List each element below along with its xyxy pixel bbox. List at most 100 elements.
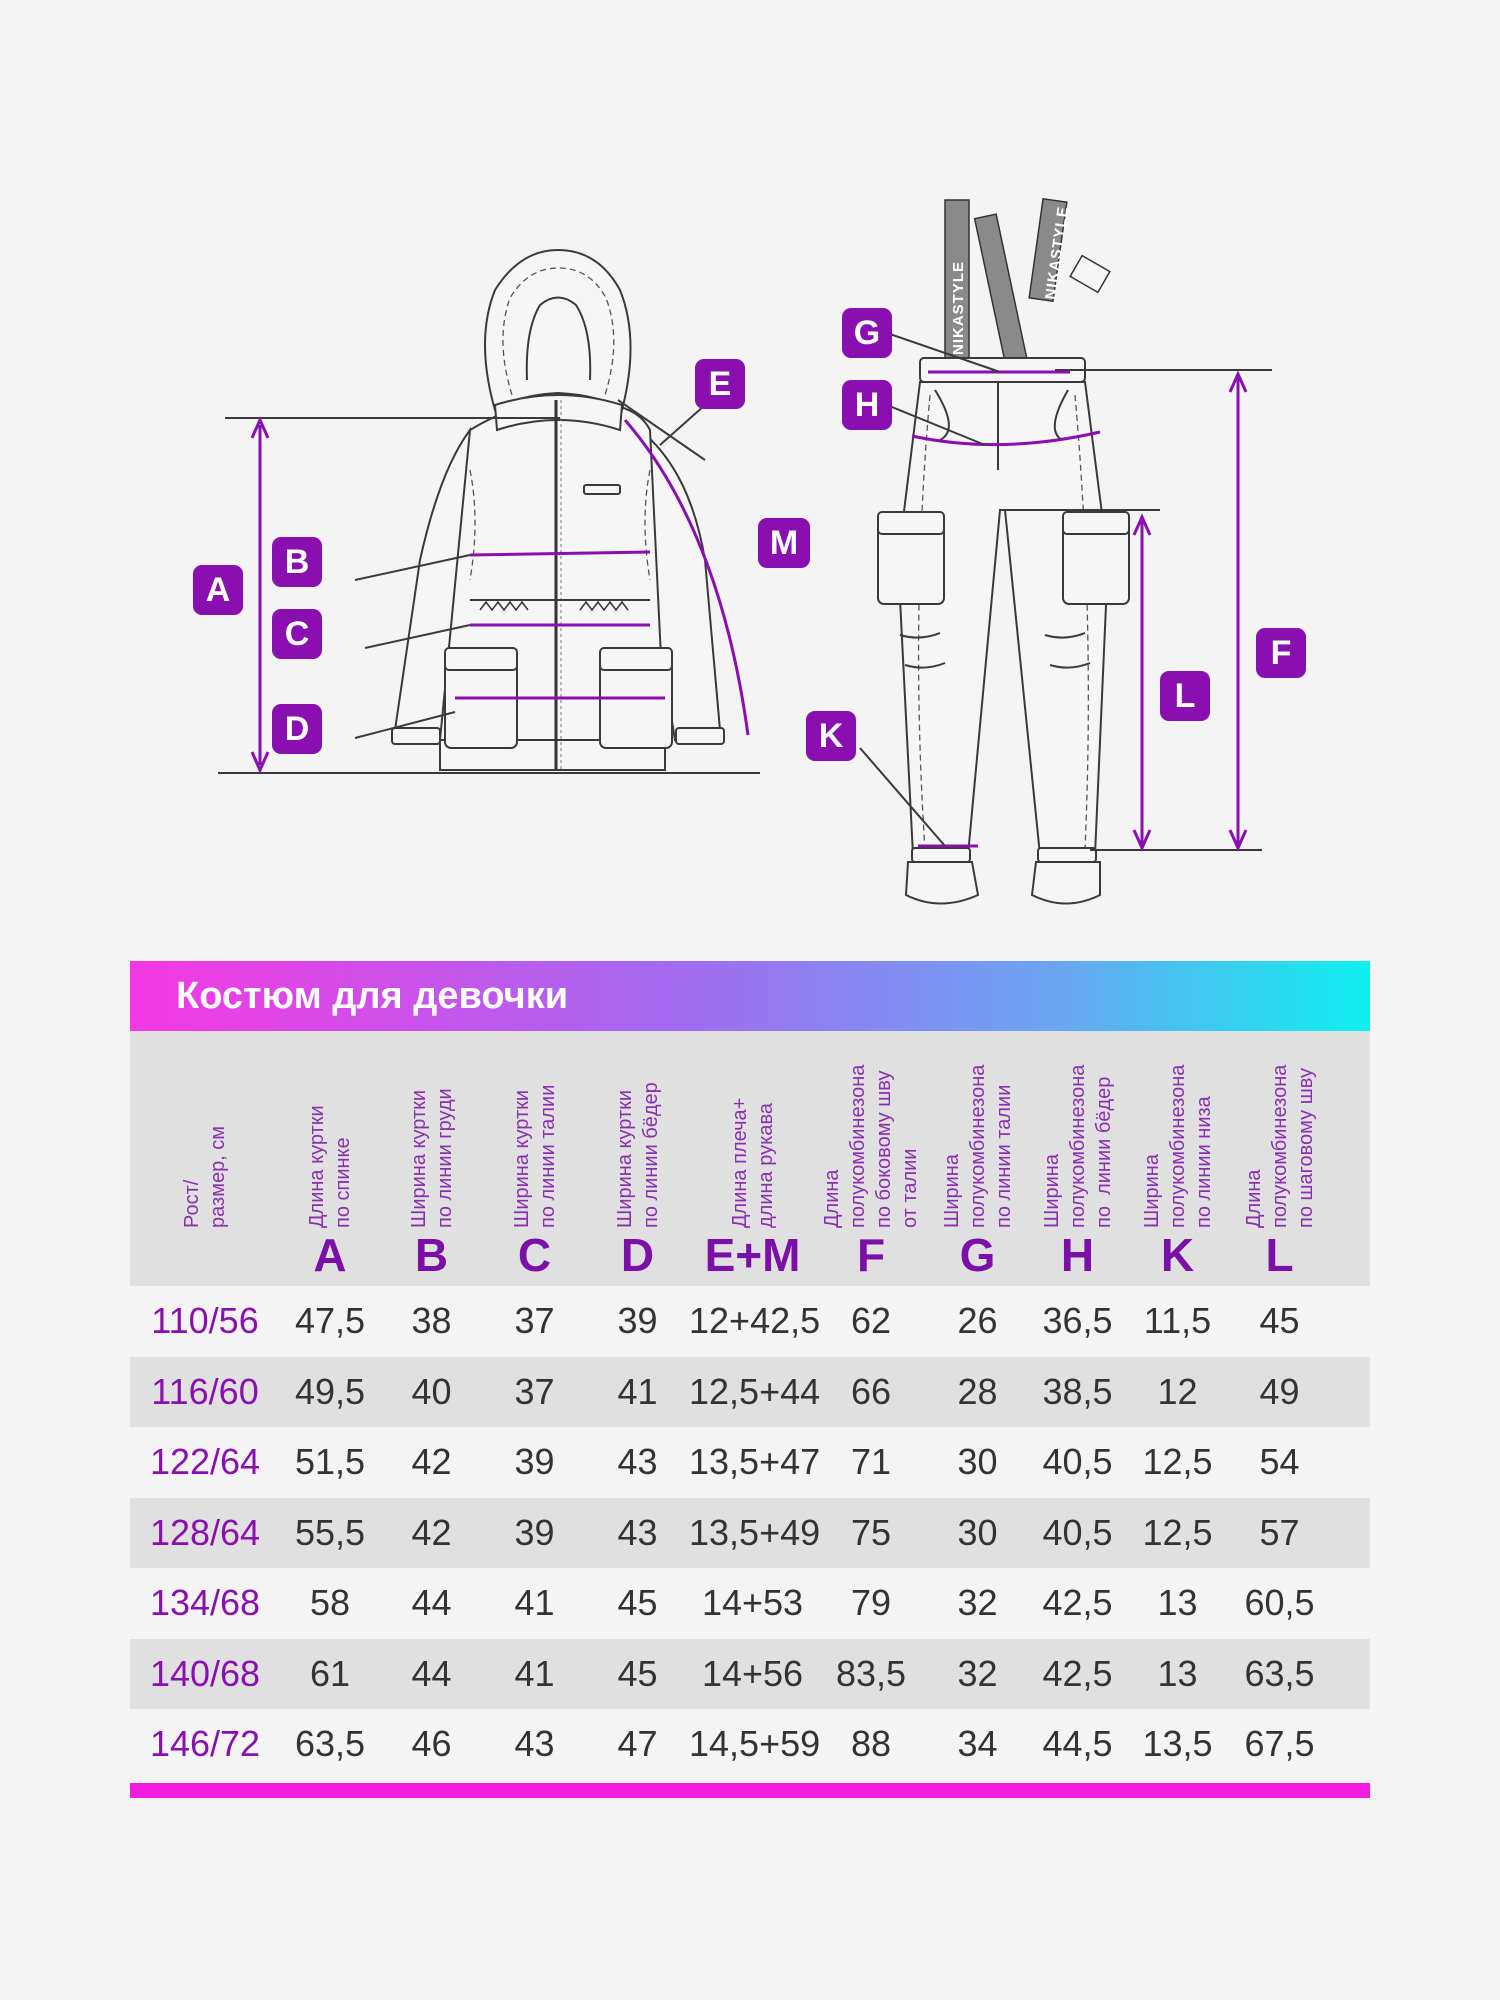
svg-text:H: H (855, 386, 880, 424)
header-desc-B: Ширина куртки по линии груди (407, 1088, 456, 1228)
value-cell-D: 43 (617, 1511, 658, 1553)
pants-illustration: NIKASTYLE NIKASTYLE (877, 197, 1130, 905)
svg-text:K: K (819, 717, 844, 755)
header-L: Длина полукомбинезона по шаговому шву L (1229, 1031, 1330, 1286)
value-cell-C: 39 (514, 1511, 555, 1553)
value-cell-L: 60,5 (1244, 1582, 1315, 1624)
value-cell-G: 26 (957, 1300, 998, 1342)
label-F: F (1256, 628, 1306, 678)
value-cell-EM: 13,5+47 (689, 1441, 821, 1483)
table-row: 110/56 47,5 38 37 39 12+42,5 62 26 36,5 11,5 45 (130, 1286, 1370, 1357)
svg-text:L: L (1175, 677, 1196, 715)
header-F: Длина полукомбинезона по боковому шву от… (816, 1031, 926, 1286)
value-cell-B: 46 (411, 1723, 452, 1765)
table-row: 128/64 55,5 42 39 43 13,5+49 75 30 40,5 12,5 57 (130, 1497, 1370, 1568)
value-cell-L: 45 (1259, 1300, 1300, 1342)
header-D: Ширина куртки по линии бёдер D (586, 1031, 689, 1286)
size-cell: 116/60 (151, 1370, 259, 1412)
value-cell-F: 79 (850, 1582, 892, 1624)
header-desc-C: Ширина куртки по линии талии (510, 1084, 559, 1228)
header-desc-G: Ширина полукомбинезона по линии талии (940, 1064, 1015, 1228)
header-desc-F: Длина полукомбинезона по боковому шву от… (821, 1064, 921, 1228)
jacket-illustration (391, 248, 725, 771)
label-M: M (758, 518, 810, 568)
table-row: 116/60 49,5 40 37 41 12,5+44 66 28 38,5 12 49 (130, 1356, 1370, 1427)
value-cell-EM: 12+42,5 (689, 1300, 821, 1342)
header-desc-A: Длина куртки по спинке (306, 1105, 354, 1228)
value-cell-A: 61 (309, 1652, 351, 1694)
value-cell-L: 63,5 (1244, 1652, 1315, 1694)
value-cell-B: 40 (411, 1370, 452, 1412)
header-letter-A: A (313, 1229, 347, 1281)
size-cell: 122/64 (149, 1441, 261, 1483)
header-EM: Длина плеча+ длина рукава E+M (689, 1031, 816, 1286)
size-cell: 128/64 (149, 1511, 261, 1553)
header-desc-K: Ширина полукомбинезона по линии низа (1140, 1064, 1215, 1228)
size-cell: 110/56 (151, 1300, 259, 1342)
value-cell-D: 41 (617, 1370, 658, 1412)
value-cell-D: 45 (617, 1582, 658, 1624)
header-K: Ширина полукомбинезона по линии низа K (1126, 1031, 1229, 1286)
header-C: Ширина куртки по линии талии C (483, 1031, 586, 1286)
header-desc-D: Ширина куртки по линии бёдер (613, 1082, 662, 1228)
value-cell-K: 13,5 (1142, 1723, 1213, 1765)
value-cell-C: 39 (514, 1441, 555, 1483)
table-bottom-bar (130, 1782, 1370, 1798)
header-letter-EM: E+M (704, 1229, 801, 1281)
table-title: Костюм для девочки (176, 974, 569, 1017)
value-cell-C: 43 (514, 1723, 555, 1765)
value-cell-L: 49 (1259, 1370, 1300, 1412)
value-cell-F: 62 (850, 1300, 892, 1342)
value-cell-G: 30 (957, 1511, 998, 1553)
value-cell-EM: 13,5+49 (689, 1511, 821, 1553)
label-H: H (842, 380, 892, 430)
value-cell-A: 63,5 (294, 1723, 366, 1765)
header-G: Ширина полукомбинезона по линии талии G (926, 1031, 1029, 1286)
svg-text:B: B (285, 543, 310, 581)
header-letter-K: K (1160, 1229, 1195, 1281)
size-cell: 134/68 (149, 1582, 261, 1624)
value-cell-A: 49,5 (294, 1370, 366, 1412)
header-letter-H: H (1060, 1229, 1095, 1281)
value-cell-L: 54 (1259, 1441, 1300, 1483)
label-E: E (695, 359, 745, 409)
header-letter-D: D (620, 1229, 655, 1281)
value-cell-C: 37 (514, 1370, 555, 1412)
value-cell-EM: 14,5+59 (689, 1723, 821, 1765)
svg-text:F: F (1271, 634, 1292, 672)
size-cell: 140/68 (149, 1652, 261, 1694)
header-A: Длина куртки по спинке A (280, 1031, 380, 1286)
value-cell-F: 75 (850, 1511, 892, 1553)
svg-text:G: G (854, 314, 880, 352)
value-cell-D: 47 (617, 1723, 658, 1765)
value-cell-B: 38 (411, 1300, 452, 1342)
value-cell-G: 32 (957, 1582, 998, 1624)
value-cell-K: 13 (1157, 1582, 1198, 1624)
label-C: C (272, 609, 322, 659)
header-desc-L: Длина полукомбинезона по шаговому шву (1242, 1064, 1317, 1228)
size-chart-table: Костюм для девочки Рост/ размер, см Длина… (130, 961, 1370, 1798)
value-cell-G: 30 (957, 1441, 998, 1483)
label-G: G (842, 308, 892, 358)
value-cell-L: 67,5 (1244, 1723, 1315, 1765)
value-cell-H: 40,5 (1042, 1511, 1113, 1553)
header-B: Ширина куртки по линии груди B (380, 1031, 483, 1286)
value-cell-B: 42 (411, 1441, 452, 1483)
table-row: 122/64 51,5 42 39 43 13,5+47 71 30 40,5 12,5 54 (130, 1427, 1370, 1498)
value-cell-G: 28 (957, 1370, 998, 1412)
value-cell-K: 12,5 (1142, 1511, 1213, 1553)
label-L: L (1160, 671, 1210, 721)
svg-text:A: A (206, 571, 231, 609)
label-B: B (272, 537, 322, 587)
value-cell-C: 41 (514, 1582, 555, 1624)
jacket-measurement-lines (218, 399, 760, 774)
value-cell-EM: 12,5+44 (689, 1370, 821, 1412)
header-letter-C: C (517, 1229, 552, 1281)
value-cell-G: 34 (957, 1723, 998, 1765)
strap-brand-text: NIKASTYLE (950, 261, 967, 355)
value-cell-D: 45 (617, 1652, 658, 1694)
value-cell-H: 42,5 (1042, 1582, 1113, 1624)
value-cell-H: 42,5 (1042, 1652, 1113, 1694)
table-row: 146/72 63,5 46 43 47 14,5+59 88 34 44,5 13,5 67,5 (130, 1709, 1370, 1780)
value-cell-F: 88 (850, 1723, 892, 1765)
